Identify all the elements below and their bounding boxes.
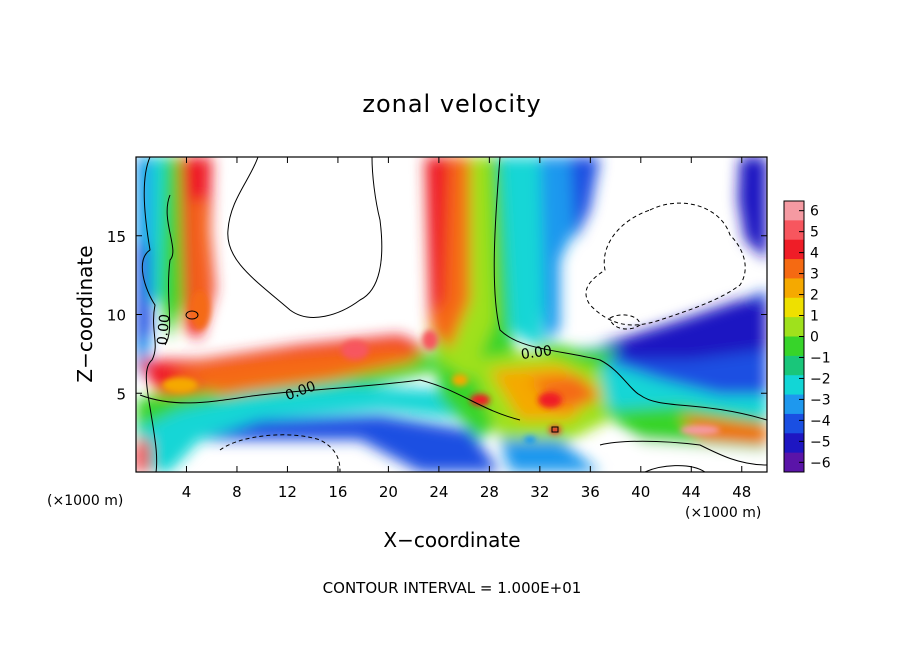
x-tick-label: 48 [732, 483, 751, 501]
chart-title: zonal velocity [362, 90, 541, 118]
colorbar-swatch [784, 297, 804, 318]
x-tick-label: 40 [631, 483, 650, 501]
colorbar-swatch [784, 220, 804, 241]
colorbar-tick-label: 4 [810, 246, 819, 262]
plot-area [136, 157, 767, 472]
y-axis-label: Z−coordinate [73, 245, 97, 382]
colorbar-swatch [784, 201, 804, 221]
colorbar-tick-label: 2 [810, 288, 819, 304]
colorbar-tick-label: −6 [810, 455, 831, 471]
velocity-detail [162, 290, 720, 444]
y-tick-label: 15 [107, 228, 126, 246]
contour-lines [139, 157, 767, 472]
colorbar-tick-label: 0 [810, 330, 819, 346]
x-tick-label: 12 [278, 483, 297, 501]
colorbar-tick-label: −5 [810, 434, 831, 450]
y-axis: 5 10 15 [107, 228, 767, 403]
y-tick-label: 10 [107, 307, 126, 325]
x-tick-label: 28 [480, 483, 499, 501]
colorbar-tick-label: −2 [810, 371, 831, 387]
colorbar-swatch [784, 452, 804, 473]
colorbar-tick-label: −1 [810, 350, 831, 366]
x-tick-label: 20 [379, 483, 398, 501]
colorbar-swatch [784, 394, 804, 415]
x-axis: 4 8 12 16 20 24 28 32 36 40 44 48 [182, 157, 751, 501]
colorbar-swatch [784, 355, 804, 376]
colorbar-tick-label: 6 [810, 204, 819, 220]
colorbar-tick-label: 3 [810, 267, 819, 283]
x-unit-right: (×1000 m) [685, 505, 761, 521]
colorbar-tick-label: −4 [810, 413, 831, 429]
x-tick-label: 4 [182, 483, 192, 501]
colorbar-tick-label: 5 [810, 225, 819, 241]
x-tick-label: 32 [530, 483, 549, 501]
x-tick-label: 24 [429, 483, 448, 501]
colorbar-swatch [784, 259, 804, 279]
x-axis-label: X−coordinate [383, 528, 520, 552]
colorbar-swatch [784, 317, 804, 337]
colorbar-swatch [784, 413, 804, 434]
x-tick-label: 16 [328, 483, 347, 501]
colorbar: 6 5 4 3 2 1 0 −1 −2 −3 −4 −5 −6 [783, 200, 831, 473]
colorbar-swatch [784, 239, 804, 260]
contour-label-right: 0.00 [520, 343, 553, 363]
x-tick-label: 8 [232, 483, 242, 501]
y-tick-label: 5 [116, 385, 126, 403]
colorbar-swatch [784, 336, 804, 357]
x-tick-label: 44 [682, 483, 701, 501]
colorbar-tick-label: −3 [810, 392, 831, 408]
colorbar-swatch [784, 433, 804, 454]
colorbar-swatch [784, 278, 804, 299]
contour-label-left: 0.00 [155, 313, 174, 345]
contour-lines-dashed [219, 202, 746, 472]
contour-interval-note: CONTOUR INTERVAL = 1.000E+01 [323, 579, 582, 597]
x-unit-left: (×1000 m) [47, 493, 123, 509]
colorbar-swatch [784, 375, 804, 396]
colorbar-tick-label: 1 [810, 309, 819, 325]
x-tick-label: 36 [581, 483, 600, 501]
